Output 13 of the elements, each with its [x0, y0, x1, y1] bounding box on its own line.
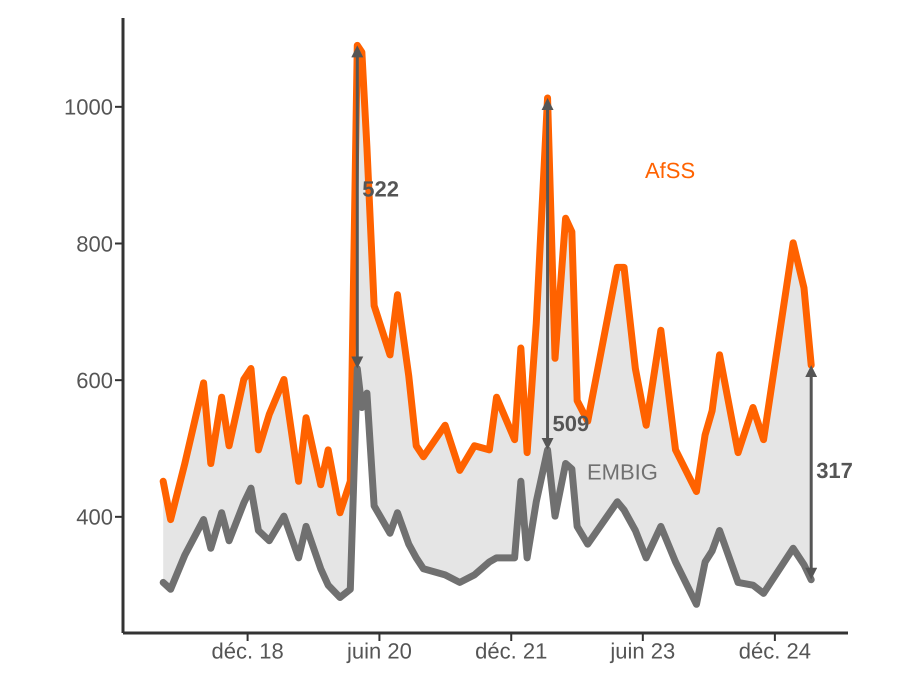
annotation: 509	[552, 411, 590, 436]
annotation: 317	[816, 458, 853, 484]
x-tick-label: déc. 18	[212, 638, 284, 664]
x-tick-label: juin 20	[346, 638, 412, 664]
y-tick-label: 600	[76, 368, 113, 393]
y-tick-label: 400	[76, 504, 113, 530]
x-tick-label: déc. 21	[475, 638, 548, 664]
text: AfSS	[645, 158, 696, 183]
y-tick-label: 1000	[64, 94, 113, 120]
y-tick-label: 800	[76, 231, 113, 256]
x-tick-label: déc. 24	[738, 638, 811, 664]
series-label: EMBIG	[587, 459, 658, 484]
x-tick-label: juin 23	[609, 638, 676, 664]
